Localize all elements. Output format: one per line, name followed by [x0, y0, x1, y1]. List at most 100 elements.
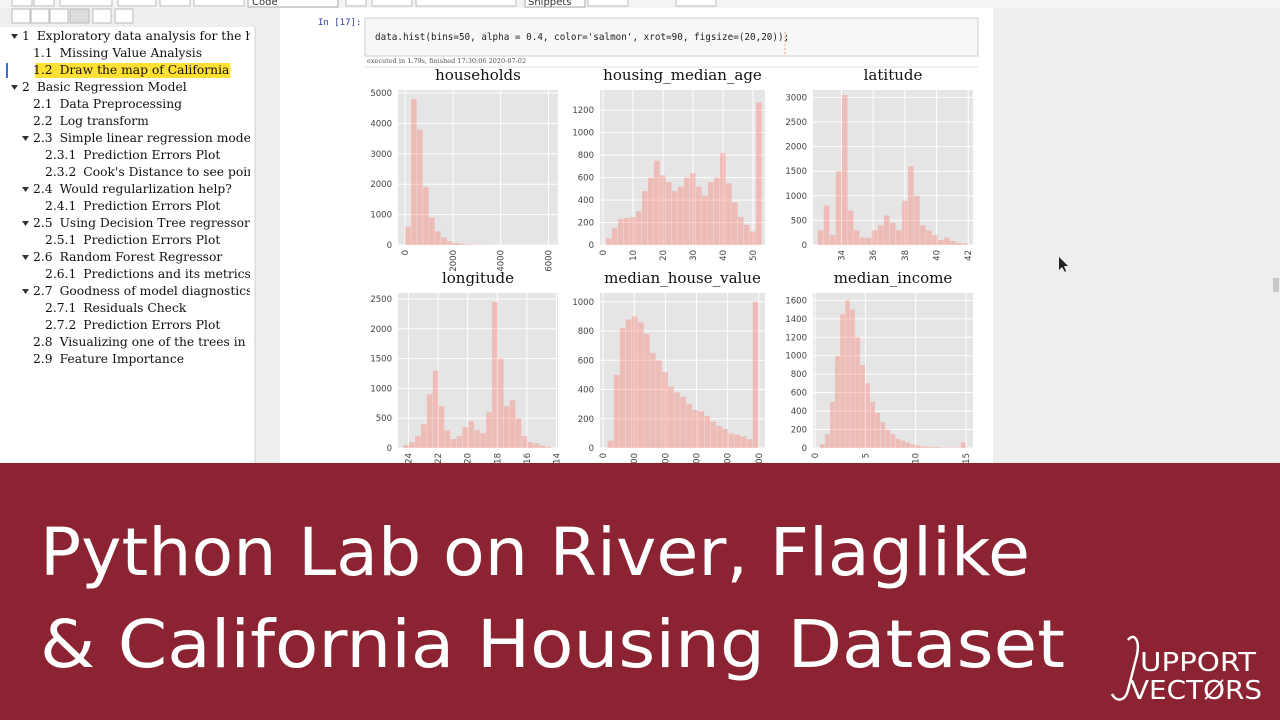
histogram-bar [625, 319, 632, 448]
button[interactable] [345, 0, 367, 7]
toc-number: 2.3.2 [45, 165, 76, 179]
histogram-bar [720, 152, 726, 245]
histogram-bar [823, 205, 830, 245]
toc-number: 2.5.1 [45, 233, 76, 247]
histogram-bar [527, 442, 534, 448]
chart-title: median_house_value [604, 269, 761, 287]
button[interactable] [415, 0, 517, 7]
histogram-bar [840, 314, 845, 448]
toc-item[interactable]: 2.4 Would regularlization help? [33, 182, 232, 196]
toc-label: Visualizing one of the trees in the fo [59, 335, 286, 349]
button[interactable] [59, 0, 113, 7]
histogram-bar [756, 102, 762, 245]
toc-item[interactable]: 2.4.1 Prediction Errors Plot [45, 199, 220, 213]
toc-item[interactable]: 2.7.1 Residuals Check [45, 301, 187, 315]
toc-number: 2.2 [33, 114, 53, 128]
toolbar-buttons[interactable] [11, 0, 717, 7]
x-tick-label: 300000 [693, 453, 703, 485]
y-tick-label: 1200 [785, 333, 807, 343]
toc-label: Predictions and its metrics [83, 267, 251, 281]
snippets-select[interactable] [524, 0, 586, 8]
x-tick-label: 4000 [497, 250, 507, 272]
histogram-bar [509, 400, 516, 448]
code-input[interactable] [364, 17, 979, 57]
histogram-bar [684, 177, 690, 245]
toc-toolbar[interactable] [11, 8, 134, 24]
histogram-bar [644, 333, 650, 448]
button[interactable] [587, 0, 629, 7]
histogram-bar [960, 442, 966, 448]
cell-type-select[interactable] [247, 0, 339, 8]
collapse-arrow [22, 255, 29, 260]
toc-item[interactable]: 2.6.1 Predictions and its metrics [45, 267, 251, 281]
button[interactable] [114, 8, 134, 24]
button[interactable] [675, 0, 717, 7]
histogram-bar [885, 429, 891, 448]
toc-item[interactable]: 1.1 Missing Value Analysis [33, 46, 202, 60]
histogram-bar [444, 430, 451, 448]
y-tick-label: 1000 [785, 352, 807, 362]
button[interactable] [69, 8, 90, 24]
collapse-arrow [22, 221, 29, 226]
histogram-bar [692, 409, 698, 448]
x-tick-label: 0 [811, 453, 821, 458]
histogram-bar [744, 224, 750, 245]
histogram-bar [722, 428, 729, 448]
button[interactable] [30, 8, 50, 24]
histogram-bar [853, 230, 860, 245]
toc-item[interactable]: 2.7.2 Prediction Errors Plot [45, 318, 220, 332]
histogram-bar [618, 219, 624, 245]
histogram-bar [920, 446, 926, 448]
y-tick-label: 400 [578, 386, 594, 396]
toc-item[interactable]: 2.8 Visualizing one of the trees in the f… [33, 335, 285, 349]
y-tick-label: 0 [387, 444, 392, 454]
y-tick-label: 1000 [785, 192, 807, 202]
button[interactable] [117, 0, 157, 7]
toc-label: Random Forest Regressor [60, 250, 223, 264]
histogram-bar [865, 383, 870, 448]
toc-item[interactable]: 2 Basic Regression Model [22, 80, 187, 94]
toc-item[interactable]: 2.2 Log transform [33, 114, 149, 128]
histogram-bar [606, 238, 612, 245]
button[interactable] [371, 0, 413, 7]
toc-item[interactable]: 2.5.1 Prediction Errors Plot [45, 233, 220, 247]
toc-number: 2.4 [33, 182, 53, 196]
histogram-bar [835, 171, 842, 245]
x-tick-label: −120 [464, 453, 474, 476]
toc-item[interactable]: 2.3.1 Prediction Errors Plot [45, 148, 220, 162]
x-tick-label: −122 [434, 453, 444, 476]
button[interactable] [49, 8, 69, 24]
collapse-arrow [22, 136, 29, 141]
button[interactable] [159, 0, 191, 7]
x-tick-label: 500000 [755, 453, 765, 485]
histogram-bar [637, 322, 644, 448]
histogram-bar [950, 241, 956, 245]
toc-item[interactable]: 2.3.2 Cook's Distance to see point of h [45, 165, 288, 179]
scrollbar [1273, 278, 1279, 292]
histogram-bar [962, 243, 968, 245]
toc-label: Feature Importance [60, 352, 184, 366]
toc-item[interactable]: 2.6 Random Forest Regressor [33, 250, 222, 264]
histogram-bar [612, 228, 618, 245]
x-tick-label: 0 [599, 453, 609, 458]
histogram-bar [696, 186, 702, 245]
toc-item[interactable]: 2.9 Feature Importance [33, 352, 184, 366]
button[interactable] [193, 0, 245, 7]
button[interactable] [11, 0, 33, 7]
y-tick-label: 1200 [572, 106, 594, 116]
toc-item[interactable]: 2.7 Goodness of model diagnostics [33, 284, 252, 298]
x-tick-label: 400000 [724, 453, 734, 485]
toc-item[interactable]: 1.2 Draw the map of California [33, 63, 229, 77]
button[interactable] [11, 8, 31, 24]
toc-item[interactable]: 2.1 Data Preprocessing [33, 97, 182, 111]
toc-item[interactable]: 1 Exploratory data analysis for the housi… [22, 29, 287, 43]
button[interactable] [33, 0, 55, 7]
y-tick-label: 600 [791, 389, 807, 399]
histogram-bar [690, 173, 696, 245]
histogram-bar [462, 427, 468, 448]
x-tick-label: 2000 [449, 250, 459, 272]
toc-item[interactable]: 2.5 Using Decision Tree regressor [33, 216, 250, 230]
toc-item[interactable]: 2.3 Simple linear regression model [33, 131, 255, 145]
button[interactable] [92, 8, 112, 24]
chart-title: median_income [834, 269, 953, 287]
